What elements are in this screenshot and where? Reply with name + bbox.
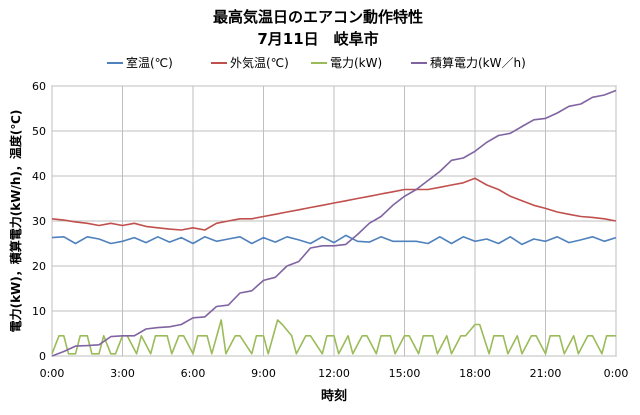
series-line-1	[51, 234, 617, 246]
x-axis-title: 時刻	[321, 388, 347, 404]
y-tick-label: 30	[32, 215, 46, 228]
x-tick-label: 6:00	[181, 367, 206, 380]
x-tick-label: 9:00	[251, 367, 276, 380]
series-line-2	[51, 177, 617, 231]
x-tick-labels: 0:00 3:00 6:00 9:00 12:00 15:00 18:00 21:00 0:00	[40, 367, 629, 380]
x-tick-label: 12:00	[318, 367, 350, 380]
x-tick-label: 0:00	[40, 367, 65, 380]
series-layer	[51, 89, 617, 357]
grid	[51, 85, 617, 357]
y-tick-label: 60	[32, 80, 46, 93]
chart-title-group: 最高気温日のエアコン動作特性 7月11日 岐阜市	[213, 8, 423, 48]
legend-label-3: 電力(kW)	[330, 56, 382, 70]
x-tick-label: 3:00	[110, 367, 135, 380]
y-tick-label: 10	[32, 305, 46, 318]
y-tick-label: 50	[32, 125, 46, 138]
y-tick-labels: 0 10 20 30 40 50 60	[32, 80, 46, 363]
chart-title: 最高気温日のエアコン動作特性	[213, 8, 423, 26]
legend-label-2: 外気温(℃)	[230, 55, 289, 70]
y-tick-label: 0	[39, 350, 46, 363]
x-tick-label: 18:00	[459, 367, 491, 380]
legend-label-4: 積算電力(kW／h)	[430, 55, 526, 70]
chart-subtitle: 7月11日 岐阜市	[257, 30, 378, 48]
series-line-4	[51, 89, 617, 357]
x-tick-label: 21:00	[530, 367, 562, 380]
legend-label-1: 室温(℃)	[126, 55, 173, 70]
y-axis-title: 電力(kW)，積算電力(kW/h)，温度(℃)	[8, 110, 23, 333]
x-tick-label: 15:00	[389, 367, 421, 380]
x-tick-label: 0:00	[604, 367, 629, 380]
y-tick-label: 20	[32, 260, 46, 273]
y-tick-label: 40	[32, 170, 46, 183]
legend: 室温(℃) 外気温(℃) 電力(kW) 積算電力(kW／h)	[107, 55, 526, 70]
series-line-3	[51, 319, 616, 355]
